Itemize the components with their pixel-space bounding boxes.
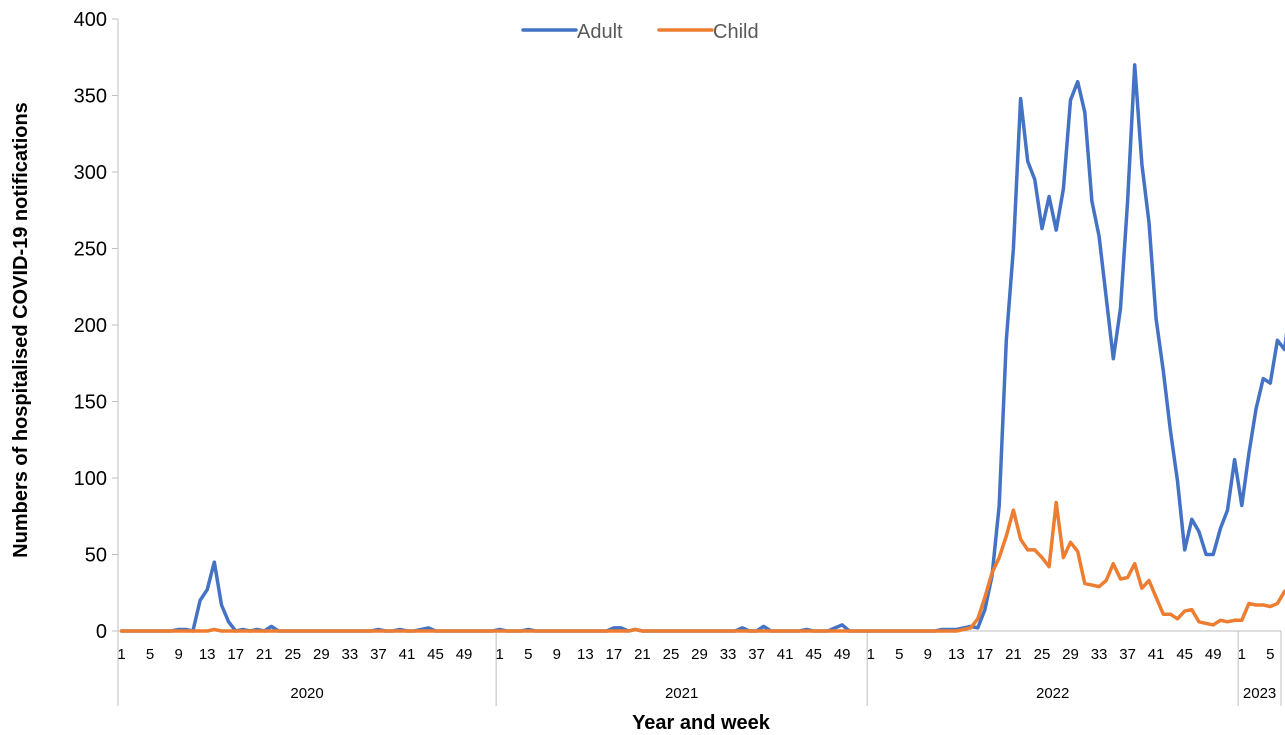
x-tick-label: 13 [199, 646, 216, 663]
year-label: 2020 [290, 685, 323, 702]
x-tick-label: 37 [370, 646, 387, 663]
x-axis: 1 5 9 13 17 21 25 29 33 37 41 45 49 2020 1 5 9 13 17 21 25 29… [117, 630, 1282, 706]
x-tick-label: 17 [227, 646, 244, 663]
year-label: 2022 [1036, 685, 1069, 702]
x-tick-label: 29 [313, 646, 330, 663]
x-tick-label: 21 [634, 646, 651, 663]
x-tick-label: 9 [553, 646, 561, 663]
x-tick-label: 45 [427, 646, 444, 663]
series-line-adult [119, 63, 1285, 633]
x-tick-label: 37 [748, 646, 765, 663]
x-tick-label: 1 [496, 646, 504, 663]
x-tick-label: 37 [1119, 646, 1136, 663]
y-tick-label: 350 [74, 86, 107, 108]
x-tick-label: 1 [1238, 646, 1246, 663]
y-tick-label: 250 [74, 239, 107, 261]
x-tick-label: 5 [146, 646, 154, 663]
y-axis: 0 50 100 150 200 250 300 350 400 [74, 9, 119, 643]
x-tick-label: 17 [606, 646, 623, 663]
x-tick-label: 21 [1005, 646, 1022, 663]
x-tick-label: 29 [691, 646, 708, 663]
legend-label-adult: Adult [577, 21, 623, 43]
y-tick-label: 50 [85, 545, 107, 567]
y-tick-label: 300 [74, 162, 107, 184]
x-tick-label: 21 [256, 646, 273, 663]
x-tick-label: 49 [1205, 646, 1222, 663]
x-tick-label: 5 [1266, 646, 1274, 663]
x-tick-label: 13 [948, 646, 965, 663]
x-tick-label: 41 [777, 646, 794, 663]
year-label: 2021 [665, 685, 698, 702]
legend: Adult Child [521, 21, 759, 43]
x-axis-title: Year and week [632, 712, 771, 734]
x-tick-label: 41 [1148, 646, 1165, 663]
x-tick-label: 49 [456, 646, 473, 663]
series-lines [119, 63, 1285, 633]
x-tick-label: 45 [1176, 646, 1193, 663]
x-tick-label: 1 [117, 646, 125, 663]
y-axis-title: Numbers of hospitalised COVID-19 notific… [10, 102, 32, 558]
legend-label-child: Child [713, 21, 759, 43]
x-tick-label: 41 [399, 646, 416, 663]
x-tick-label: 49 [834, 646, 851, 663]
x-tick-label: 5 [895, 646, 903, 663]
x-tick-label: 9 [174, 646, 182, 663]
x-tick-label: 17 [977, 646, 994, 663]
x-tick-label: 9 [924, 646, 932, 663]
year-label: 2023 [1243, 685, 1276, 702]
series-line-child [119, 500, 1285, 633]
y-tick-label: 100 [74, 468, 107, 490]
x-tick-label: 33 [1091, 646, 1108, 663]
y-tick-label: 400 [74, 9, 107, 31]
x-tick-label: 25 [663, 646, 680, 663]
x-tick-label: 45 [805, 646, 822, 663]
x-tick-label: 33 [720, 646, 737, 663]
y-tick-label: 0 [96, 621, 107, 643]
x-tick-label: 25 [284, 646, 301, 663]
y-tick-label: 200 [74, 315, 107, 337]
x-tick-label: 33 [342, 646, 359, 663]
y-tick-label: 150 [74, 392, 107, 414]
x-tick-label: 29 [1062, 646, 1079, 663]
x-tick-label: 5 [524, 646, 532, 663]
x-tick-label: 25 [1034, 646, 1051, 663]
x-tick-label: 1 [867, 646, 875, 663]
x-tick-label: 13 [577, 646, 594, 663]
